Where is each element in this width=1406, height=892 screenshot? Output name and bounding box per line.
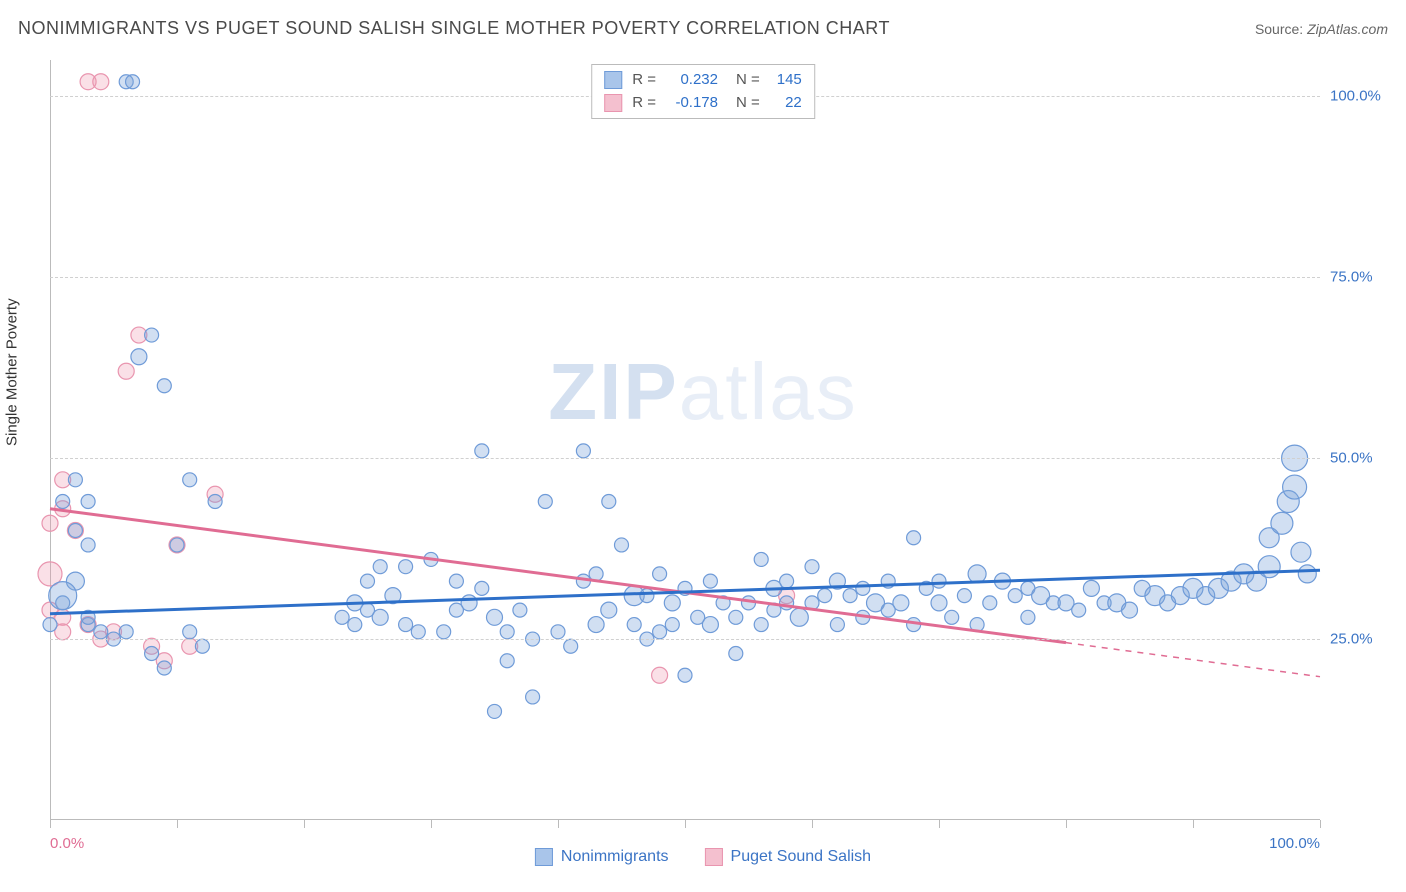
x-tick (1066, 820, 1067, 828)
legend-item-blue: Nonimmigrants (535, 848, 669, 866)
x-tick (939, 820, 940, 828)
x-axis-max-label: 100.0% (1269, 835, 1320, 852)
x-tick (685, 820, 686, 828)
r-value-blue: 0.232 (666, 69, 718, 92)
scatter-svg (50, 60, 1320, 820)
y-tick-label: 50.0% (1330, 450, 1373, 467)
swatch-blue-icon (604, 71, 622, 89)
n-value-pink: 22 (770, 92, 802, 115)
stats-legend-box: R = 0.232 N = 145 R = -0.178 N = 22 (591, 64, 815, 119)
gridline (50, 639, 1320, 640)
gridline (50, 277, 1320, 278)
swatch-pink-icon (604, 94, 622, 112)
stats-row-pink: R = -0.178 N = 22 (604, 92, 802, 115)
x-tick (50, 820, 51, 828)
source-attribution: Source: ZipAtlas.com (1255, 21, 1388, 37)
stats-row-blue: R = 0.232 N = 145 (604, 69, 802, 92)
y-tick-label: 75.0% (1330, 269, 1373, 286)
y-tick-label: 25.0% (1330, 631, 1373, 648)
r-label-pink: R = (632, 92, 656, 115)
bottom-legend: Nonimmigrants Puget Sound Salish (535, 848, 871, 866)
x-tick (177, 820, 178, 828)
legend-swatch-blue-icon (535, 848, 553, 866)
r-label-blue: R = (632, 69, 656, 92)
x-axis-min-label: 0.0% (50, 835, 84, 852)
legend-label-pink: Puget Sound Salish (731, 848, 872, 866)
gridline (50, 458, 1320, 459)
x-tick (304, 820, 305, 828)
n-label-blue: N = (736, 69, 760, 92)
chart-title: NONIMMIGRANTS VS PUGET SOUND SALISH SING… (18, 18, 890, 39)
legend-swatch-pink-icon (705, 848, 723, 866)
n-value-blue: 145 (770, 69, 802, 92)
legend-item-pink: Puget Sound Salish (705, 848, 872, 866)
n-label-pink: N = (736, 92, 760, 115)
x-tick (1320, 820, 1321, 828)
source-name: ZipAtlas.com (1307, 21, 1388, 37)
plot-area (50, 60, 1320, 820)
x-tick (812, 820, 813, 828)
y-tick-label: 100.0% (1330, 88, 1381, 105)
source-prefix: Source: (1255, 21, 1307, 37)
x-tick (1193, 820, 1194, 828)
x-tick (431, 820, 432, 828)
legend-label-blue: Nonimmigrants (561, 848, 669, 866)
x-tick (558, 820, 559, 828)
y-axis-label: Single Mother Poverty (4, 298, 21, 446)
r-value-pink: -0.178 (666, 92, 718, 115)
